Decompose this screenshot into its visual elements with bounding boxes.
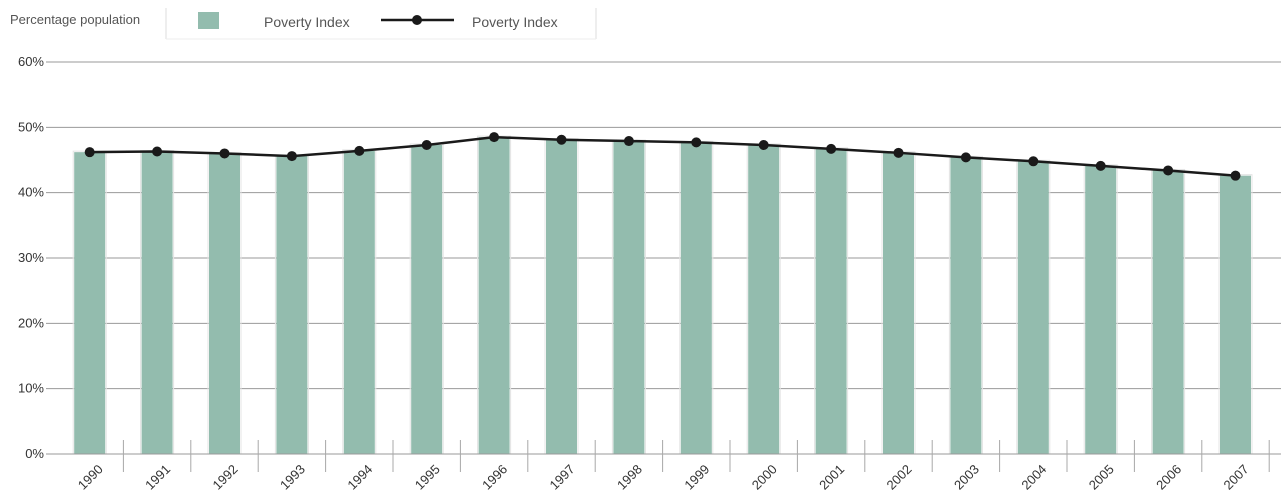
x-tick-label: 1995 xyxy=(412,462,443,493)
y-tick-label: 50% xyxy=(18,119,44,134)
bar xyxy=(883,152,914,454)
bar xyxy=(411,144,443,454)
line-point xyxy=(219,148,230,159)
bar xyxy=(815,148,847,455)
x-tick-label: 2005 xyxy=(1086,462,1117,493)
line-point xyxy=(556,134,567,145)
line-point xyxy=(152,146,163,157)
legend-line-marker xyxy=(412,15,422,25)
bar xyxy=(74,152,106,454)
x-tick-label: 1996 xyxy=(479,462,510,493)
line-point xyxy=(826,143,837,154)
bar-series xyxy=(72,135,1253,455)
y-tick-label: 60% xyxy=(18,54,44,69)
bar xyxy=(950,157,982,455)
legend-bar-swatch xyxy=(198,12,219,29)
line-point xyxy=(960,152,971,163)
line-point xyxy=(1028,156,1039,167)
line-series xyxy=(84,132,1241,181)
line-point xyxy=(354,145,365,156)
x-tick-label: 2003 xyxy=(951,462,982,493)
bar xyxy=(276,156,308,454)
line-point xyxy=(1163,165,1174,176)
x-tick-label: 2001 xyxy=(816,462,847,493)
bar xyxy=(1085,165,1117,454)
y-tick-label: 30% xyxy=(18,250,44,265)
x-tick-label: 1991 xyxy=(142,462,173,493)
line-point xyxy=(623,136,634,147)
line-point xyxy=(893,147,904,158)
bar xyxy=(680,142,712,455)
x-tick-label: 1993 xyxy=(277,462,308,493)
y-axis-ticks: 0% 10% 20% 30% 40% 50% 60% xyxy=(18,54,44,461)
x-tick-label: 2004 xyxy=(1018,462,1049,493)
x-tick-label: 2006 xyxy=(1153,462,1184,493)
bar xyxy=(546,139,577,454)
y-tick-label: 10% xyxy=(18,381,44,396)
legend: Poverty Index Poverty Index xyxy=(165,8,597,40)
line-point xyxy=(421,139,432,150)
legend-line-label: Poverty Index xyxy=(472,14,558,30)
x-tick-label: 1997 xyxy=(547,462,578,493)
x-tick-label: 1994 xyxy=(344,462,375,493)
x-tick-label: 1998 xyxy=(614,462,645,493)
x-tick-label: 2002 xyxy=(884,462,915,493)
line-point xyxy=(286,151,297,162)
bar xyxy=(748,144,780,454)
x-tick-label: 1992 xyxy=(210,462,241,493)
y-axis-label: Percentage population xyxy=(10,12,140,27)
bar xyxy=(1220,175,1251,454)
line-point xyxy=(489,132,500,143)
y-tick-label: 20% xyxy=(18,315,44,330)
bar xyxy=(1152,170,1184,454)
legend-bar-label: Poverty Index xyxy=(264,14,350,30)
x-tick-label: 2000 xyxy=(749,462,780,493)
line-point xyxy=(1095,160,1106,171)
line-point xyxy=(691,137,702,148)
bar xyxy=(1017,161,1049,454)
bar xyxy=(613,141,645,454)
series-line xyxy=(89,135,1236,177)
bar xyxy=(209,153,240,454)
x-tick-label: 1999 xyxy=(681,462,712,493)
bar xyxy=(478,137,510,454)
x-tick-label: 1990 xyxy=(75,462,106,493)
line-point xyxy=(758,139,769,150)
x-tick-label: 2007 xyxy=(1221,462,1252,493)
line-point xyxy=(1230,170,1241,181)
y-tick-label: 0% xyxy=(25,446,44,461)
bar xyxy=(343,150,375,454)
y-tick-label: 40% xyxy=(18,185,44,200)
bar xyxy=(141,151,173,455)
line-point xyxy=(84,147,95,158)
